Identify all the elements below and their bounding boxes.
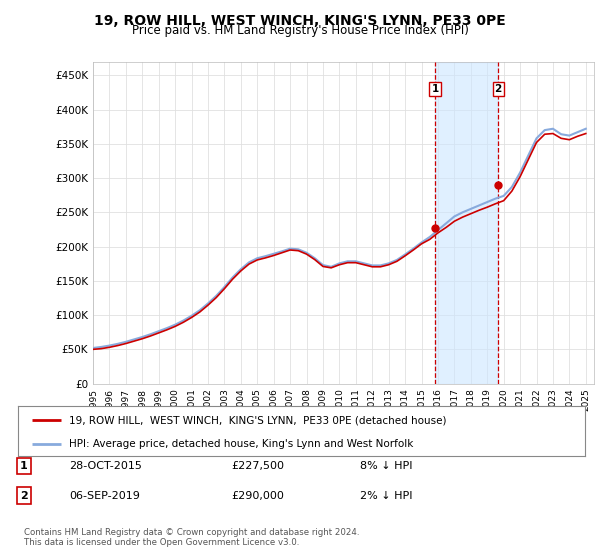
Text: £290,000: £290,000 — [231, 491, 284, 501]
Text: 2: 2 — [20, 491, 28, 501]
Text: 19, ROW HILL,  WEST WINCH,  KING'S LYNN,  PE33 0PE (detached house): 19, ROW HILL, WEST WINCH, KING'S LYNN, P… — [69, 415, 446, 425]
Text: 19, ROW HILL, WEST WINCH, KING'S LYNN, PE33 0PE: 19, ROW HILL, WEST WINCH, KING'S LYNN, P… — [94, 14, 506, 28]
Text: 1: 1 — [431, 84, 439, 94]
Text: £227,500: £227,500 — [231, 461, 284, 471]
Text: 2% ↓ HPI: 2% ↓ HPI — [360, 491, 413, 501]
Text: 28-OCT-2015: 28-OCT-2015 — [69, 461, 142, 471]
Text: 06-SEP-2019: 06-SEP-2019 — [69, 491, 140, 501]
Bar — [435, 62, 498, 384]
Text: 8% ↓ HPI: 8% ↓ HPI — [360, 461, 413, 471]
Text: 1: 1 — [20, 461, 28, 471]
Text: Contains HM Land Registry data © Crown copyright and database right 2024.
This d: Contains HM Land Registry data © Crown c… — [24, 528, 359, 547]
Text: HPI: Average price, detached house, King's Lynn and West Norfolk: HPI: Average price, detached house, King… — [69, 439, 413, 449]
Text: Price paid vs. HM Land Registry's House Price Index (HPI): Price paid vs. HM Land Registry's House … — [131, 24, 469, 37]
Text: 2: 2 — [494, 84, 502, 94]
